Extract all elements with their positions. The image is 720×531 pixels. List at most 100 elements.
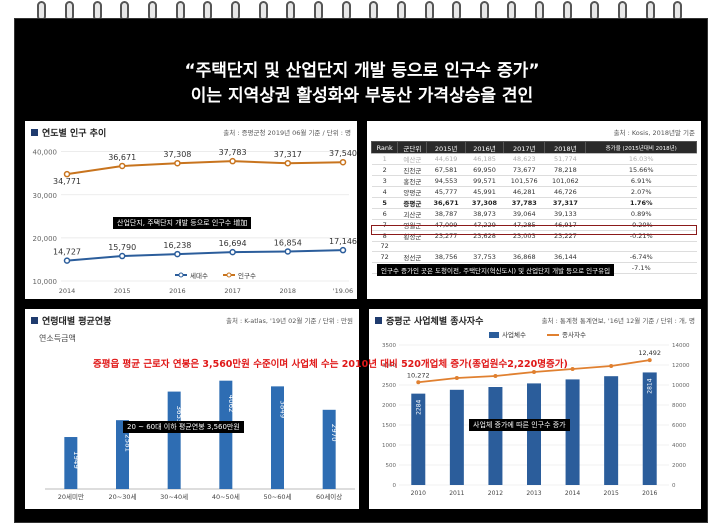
business-left-tick: 2500 xyxy=(382,383,396,389)
business-right-tick: 2000 xyxy=(672,463,686,469)
population-title: 연도별 인구 추이 xyxy=(31,126,106,139)
ranking-cell: 45,991 xyxy=(465,186,504,198)
population-ytick-label: 30,000 xyxy=(33,192,58,200)
business-panel: 증평군 사업체별 종사자수 출처 : 통계청 통계연보, '16년 12월 기준… xyxy=(369,309,701,509)
ranking-row: 3 홍천군 94,553 99,571 101,576 101,062 6.91% xyxy=(371,175,697,187)
population-data-label: 36,671 xyxy=(108,153,136,162)
ranking-header-cell: 2016년 xyxy=(464,141,505,154)
population-legend-marker xyxy=(226,272,232,278)
population-legend-marker xyxy=(178,272,184,278)
business-xtick-label: 2013 xyxy=(526,490,541,497)
ranking-cell: 36,671 xyxy=(426,197,466,209)
population-point xyxy=(339,158,347,166)
business-left-tick: 3000 xyxy=(382,363,396,369)
ranking-fade xyxy=(371,153,697,163)
income-ylabel: 연소득금액 xyxy=(39,334,76,343)
business-bar xyxy=(488,387,503,485)
population-legend-label: 세대수 xyxy=(190,271,208,280)
population-xtick-label: 2016 xyxy=(169,287,186,295)
population-point xyxy=(118,252,126,260)
business-legend-label: 사업체수 xyxy=(502,330,526,339)
title-square-icon xyxy=(31,317,38,324)
title-square-icon xyxy=(31,129,38,136)
ranking-cell: 홍천군 xyxy=(397,175,427,187)
ranking-cell: 38,973 xyxy=(465,208,504,220)
business-line-point xyxy=(416,380,421,385)
ranking-cell: 101,576 xyxy=(503,175,545,187)
population-data-label: 15,790 xyxy=(108,243,136,252)
income-bar-label: 4062 xyxy=(227,395,235,413)
population-xtick-label: 2018 xyxy=(280,287,297,295)
population-data-label: 16,854 xyxy=(274,238,302,247)
ranking-cell: 증평군 xyxy=(397,197,427,209)
income-xtick-label: 30~40세 xyxy=(160,492,188,501)
ranking-cell: 36,144 xyxy=(544,251,586,263)
business-xtick-label: 2016 xyxy=(642,490,657,497)
population-source: 출처 : 증평군청 2019년 06월 기준 / 단위 : 명 xyxy=(223,129,351,137)
ranking-row: 6 괴산군 38,787 38,973 39,064 39,133 0.89% xyxy=(371,208,697,220)
income-xtick-label: 50~60세 xyxy=(264,492,292,501)
income-xtick-label: 20세미만 xyxy=(58,492,84,501)
business-xtick-label: 2011 xyxy=(449,490,464,497)
business-line-point xyxy=(532,370,536,374)
income-bar xyxy=(322,409,336,489)
income-xtick-label: 60세이상 xyxy=(316,492,342,501)
population-point xyxy=(229,248,236,256)
business-xtick-label: 2012 xyxy=(488,490,503,497)
headline-line-2: 이는 지역상권 활성화와 부동산 가격상승을 견인 xyxy=(190,86,534,106)
population-series-line xyxy=(66,160,344,176)
ranking-header-cell: 2017년 xyxy=(503,141,546,154)
business-title: 증평군 사업체별 종사자수 xyxy=(375,314,483,327)
population-xtick-label: 2014 xyxy=(59,287,76,295)
population-point xyxy=(174,250,181,258)
ranking-row: 4 양평군 45,777 45,991 46,281 46,726 2.07% xyxy=(371,186,697,198)
business-legend-swatch xyxy=(489,332,499,338)
ranking-cell: 38,787 xyxy=(426,208,466,220)
population-point xyxy=(174,159,181,167)
ranking-panel: 출처 : Kosis, 2018년말 기준 Rank 군단위 2015년 2016년 2… xyxy=(367,121,701,299)
population-panel: 연도별 인구 추이 출처 : 증평군청 2019년 06월 기준 / 단위 : … xyxy=(25,121,357,299)
ranking-cell: -6.74% xyxy=(585,251,697,263)
ranking-cell: 37,308 xyxy=(465,197,504,209)
business-left-tick: 500 xyxy=(386,463,397,469)
business-right-tick: 0 xyxy=(672,483,676,489)
ranking-cell: 72 xyxy=(371,241,398,252)
ranking-row: 8 횡성군 23,277 23,628 23,003 23,227 -0.21% xyxy=(371,230,697,242)
income-bar-label: 3849 xyxy=(279,400,287,418)
ranking-cell: 37,317 xyxy=(544,197,586,209)
income-bar-label: 3653 xyxy=(175,406,183,424)
population-point xyxy=(284,159,292,167)
population-title-text: 연도별 인구 추이 xyxy=(42,129,107,139)
ranking-cell: 101,062 xyxy=(544,175,586,187)
ranking-cell: 1.76% xyxy=(585,197,697,209)
business-line-point xyxy=(570,367,575,371)
business-source: 출처 : 통계청 통계연보, '16년 12월 기준 / 단위 : 개, 명 xyxy=(541,317,695,325)
ranking-cell: 46,726 xyxy=(544,186,586,198)
income-bar xyxy=(116,420,129,489)
business-right-tick: 6000 xyxy=(672,423,686,429)
income-xtick-label: 40~50세 xyxy=(212,492,240,501)
business-bar xyxy=(604,376,619,485)
business-left-tick: 1500 xyxy=(382,423,396,429)
ranking-cell: 78,218 xyxy=(544,164,586,176)
ranking-cell: 46,281 xyxy=(503,186,545,198)
ranking-cell: 15.66% xyxy=(585,164,697,176)
income-annotation: 20 ~ 60대 이하 평균연봉 3,560만원 xyxy=(123,421,244,433)
ranking-row: 5 증평군 36,671 37,308 37,783 37,317 1.76% xyxy=(371,197,697,209)
ranking-cell: 94,553 xyxy=(426,175,466,187)
business-right-tick: 12000 xyxy=(672,363,690,369)
business-left-tick: 3500 xyxy=(382,343,396,349)
population-xtick-label: 2015 xyxy=(114,287,131,295)
ranking-cell: 38,756 xyxy=(426,251,466,263)
ranking-cell xyxy=(465,241,504,252)
ranking-header-cell: 군단위 xyxy=(397,141,428,154)
business-title-text: 증평군 사업체별 종사자수 xyxy=(386,317,484,327)
income-xtick-label: 20~30세 xyxy=(109,492,137,501)
population-ytick-label: 20,000 xyxy=(33,235,58,243)
headline-line-1: “주택단지 및 산업단지 개발 등으로 인구수 증가” xyxy=(184,61,540,81)
ranking-cell: 37,783 xyxy=(503,197,545,209)
business-right-tick: 8000 xyxy=(672,403,686,409)
business-legend-label: 종사자수 xyxy=(562,330,586,339)
ranking-cell: 괴산군 xyxy=(397,208,427,220)
business-annotation: 사업체 증가에 따른 인구수 증가 xyxy=(469,419,570,431)
